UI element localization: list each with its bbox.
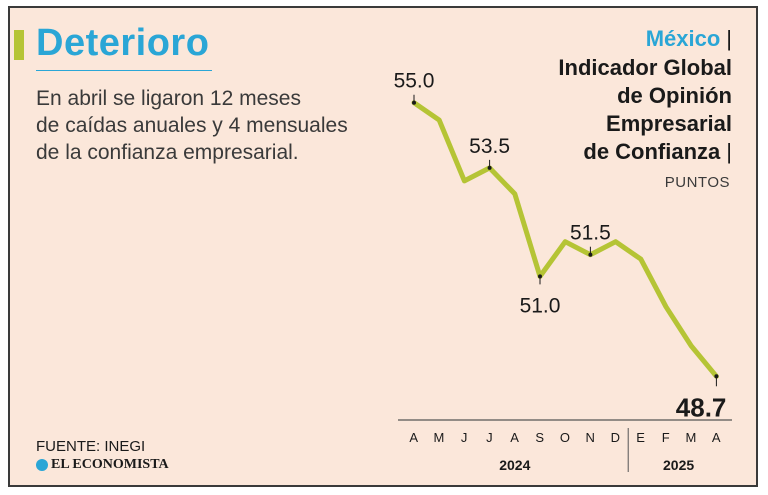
x-tick-label: J	[486, 430, 493, 445]
label-dot	[538, 274, 542, 279]
x-tick-label: O	[560, 430, 571, 445]
data-point	[564, 240, 567, 243]
x-tick-label: A	[510, 430, 519, 445]
title-underline	[36, 70, 212, 71]
data-point	[664, 305, 668, 309]
label-dot	[588, 252, 593, 257]
x-tick-label: A	[409, 430, 418, 445]
year-label: 2025	[663, 457, 694, 473]
data-point	[614, 240, 617, 243]
data-label: 55.0	[394, 70, 435, 93]
label-dot	[487, 165, 492, 170]
brand-mark-icon	[36, 459, 48, 471]
x-tick-label: J	[461, 430, 468, 445]
unit-label: PUNTOS	[664, 174, 730, 191]
chart-country: México |	[558, 24, 732, 54]
x-tick-label: E	[636, 430, 645, 445]
page-title: Deterioro	[36, 22, 210, 64]
subtitle-line: En abril se ligaron 12 meses	[36, 87, 301, 110]
chart-title-line-last: de Confianza |	[558, 138, 732, 166]
x-tick-label: S	[535, 430, 544, 445]
chart-title-line: Empresarial	[606, 111, 732, 136]
subtitle: En abril se ligaron 12 meses de caídas a…	[36, 85, 376, 166]
subtitle-line: de la confianza empresarial.	[36, 141, 299, 164]
infographic-card: Deterioro En abril se ligaron 12 meses d…	[8, 6, 758, 487]
data-label: 51.5	[570, 222, 611, 245]
chart-title-line: de Opinión	[617, 83, 732, 108]
year-label: 2024	[499, 457, 530, 473]
title-accent-bar	[14, 30, 24, 60]
data-point	[690, 344, 693, 348]
x-tick-label: M	[434, 430, 445, 445]
x-tick-label: F	[662, 430, 670, 445]
data-point	[639, 257, 642, 261]
data-point	[513, 192, 516, 196]
series-line	[411, 100, 719, 379]
brand-name: EL ECONOMISTA	[51, 457, 169, 472]
data-point	[438, 118, 441, 122]
data-point	[463, 179, 466, 183]
data-label: 48.7	[676, 392, 727, 422]
chart-header: México | Indicador Global de Opinión Empr…	[558, 24, 732, 166]
pipe-divider: |	[726, 139, 732, 164]
x-tick-label: A	[712, 430, 721, 445]
source-note: FUENTE: INEGI	[36, 438, 146, 455]
data-label: 53.5	[469, 135, 510, 158]
label-dot	[412, 100, 416, 105]
chart-title-line: Indicador Global	[558, 55, 732, 80]
x-tick-label: D	[611, 430, 621, 445]
pipe-divider: |	[726, 26, 732, 51]
subtitle-line: de caídas anuales y 4 mensuales	[36, 114, 348, 137]
x-tick-label: M	[686, 430, 697, 445]
country-label: México	[645, 26, 721, 51]
data-label: 51.0	[520, 294, 561, 317]
chart-title-text: de Confianza	[583, 139, 721, 164]
label-dot	[714, 374, 719, 379]
brand-logo: EL ECONOMISTA	[36, 457, 169, 473]
x-tick-label: N	[585, 430, 595, 445]
